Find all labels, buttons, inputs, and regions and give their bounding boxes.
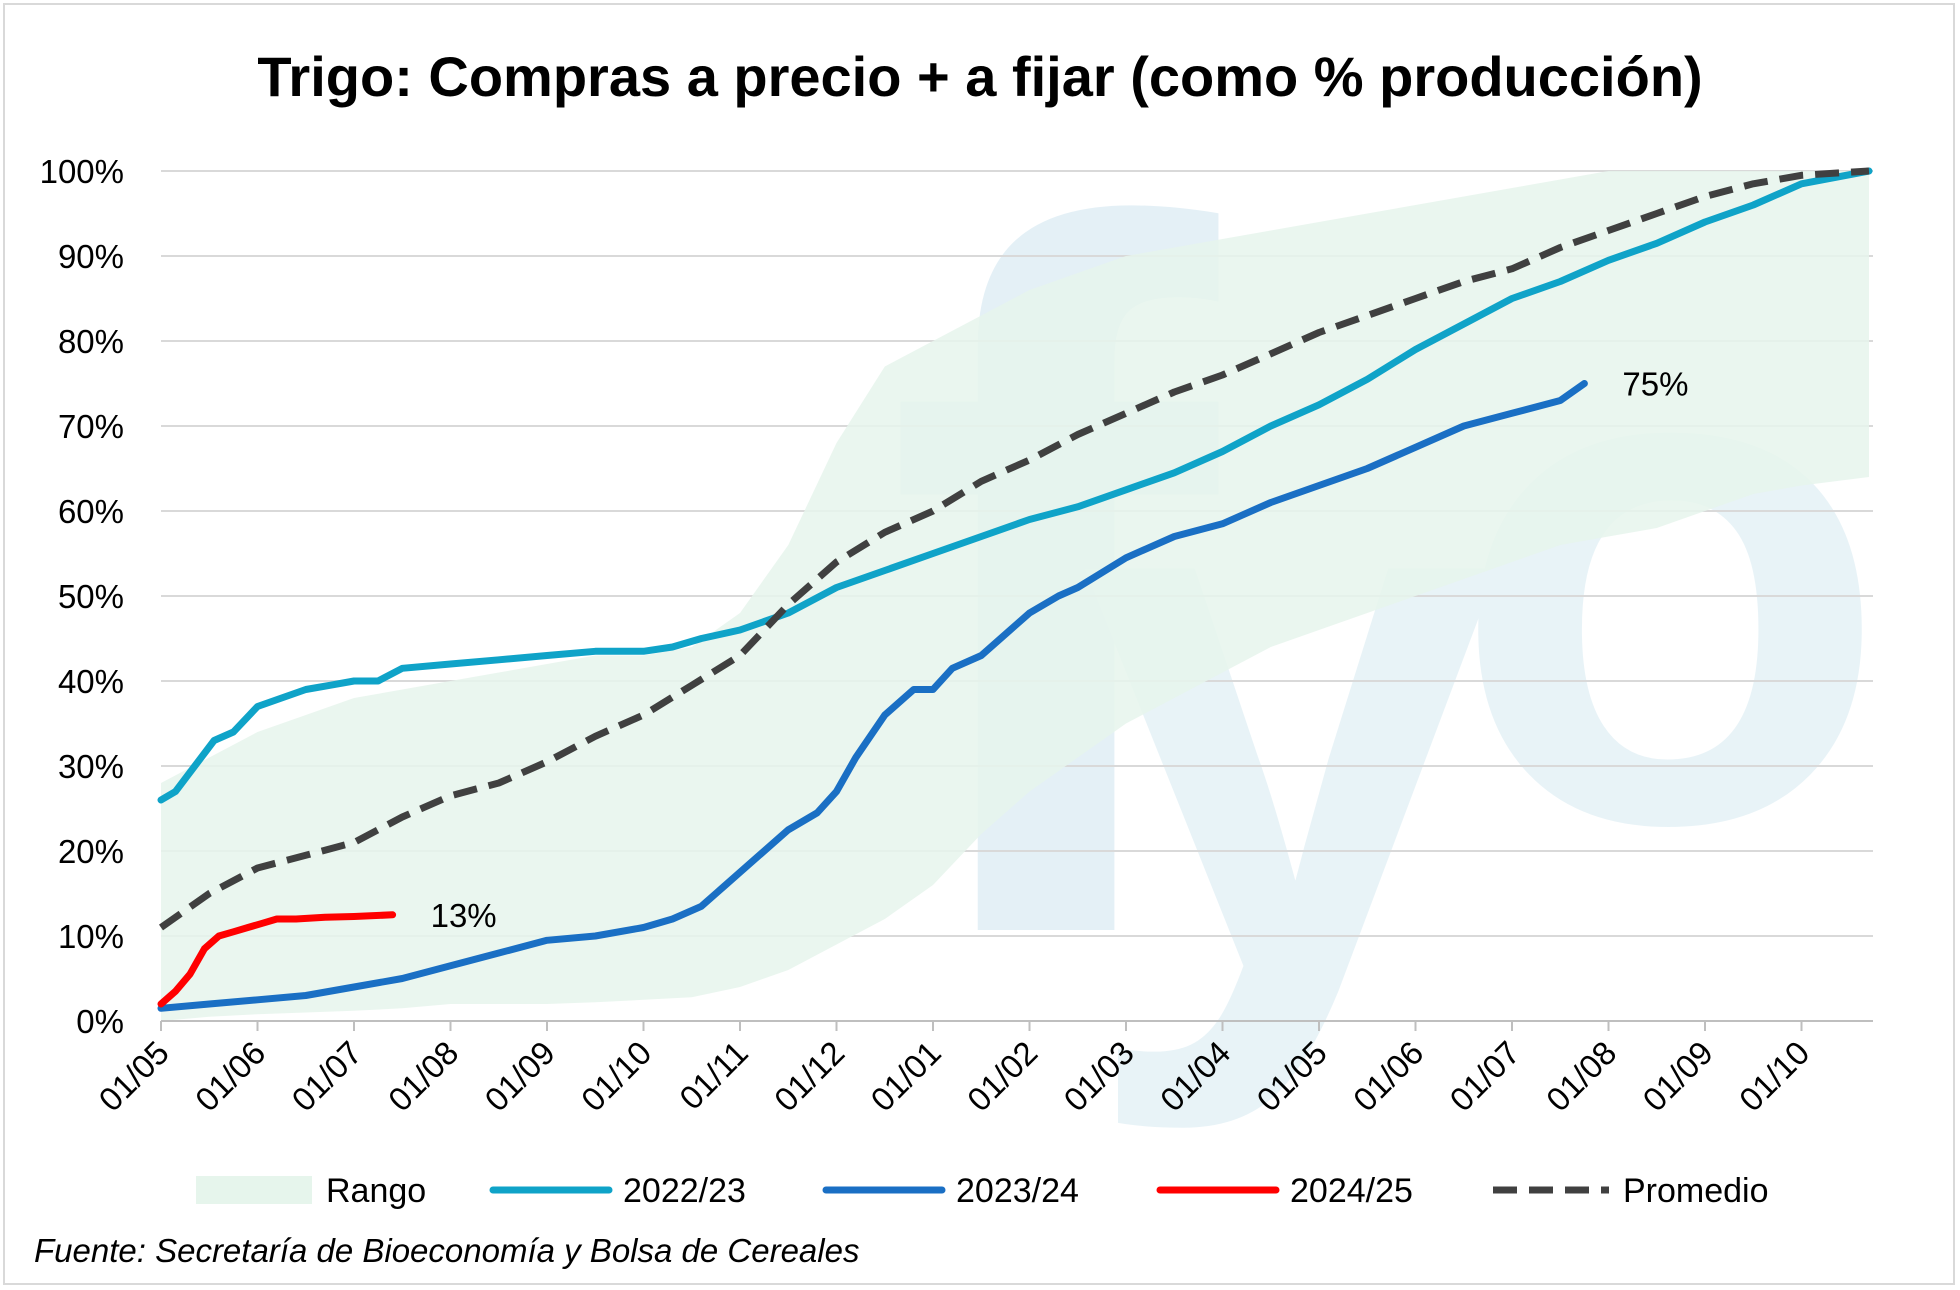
x-tick-label: 01/10 [1732,1034,1817,1119]
series-line-promedio [158,167,1870,931]
x-tick-label: 01/05 [91,1034,176,1119]
series-line-2024-25 [157,911,397,1008]
x-tick-label: 01/09 [1635,1034,1720,1119]
x-tick-label: 01/09 [477,1034,562,1119]
x-tick-label: 01/10 [574,1034,659,1119]
y-tick-label: 60% [58,493,124,530]
source-note: Fuente: Secretaría de Bioeconomía y Bols… [34,1232,860,1269]
y-tick-label: 30% [58,748,124,785]
legend-swatch [196,1176,312,1204]
legend-label: 2023/24 [956,1172,1079,1210]
x-tick-label: 01/06 [188,1034,273,1119]
data-label-2024-25: 13% [431,897,497,934]
y-tick-label: 50% [58,578,124,615]
x-tick-label: 01/08 [1539,1034,1624,1119]
y-tick-label: 70% [58,408,124,445]
legend-label: 2022/23 [623,1172,746,1210]
y-tick-label: 0% [76,1003,124,1040]
legend-item: 2022/23 [489,1172,746,1210]
chart-frame [3,3,1955,1285]
y-tick-label: 80% [58,323,124,360]
legend-item: Promedio [1493,1172,1769,1210]
x-tick-label: 01/07 [284,1034,369,1119]
y-tick-label: 20% [58,833,124,870]
data-label-2023-24: 75% [1622,366,1688,403]
legend-item: 2023/24 [822,1172,1079,1210]
y-tick-label: 100% [40,153,124,190]
y-tick-label: 10% [58,918,124,955]
series-line-2022-23 [157,167,1873,804]
series-line-2023-24 [157,380,1588,1012]
legend-label: Promedio [1623,1172,1769,1210]
x-tick-label: 01/11 [672,1034,755,1117]
legend-label: 2024/25 [1290,1172,1413,1210]
chart-title: Trigo: Compras a precio + a fijar (como … [257,45,1702,108]
y-tick-label: 40% [58,663,124,700]
y-tick-label: 90% [58,238,124,275]
range-band [161,171,1869,1021]
x-tick-label: 01/12 [767,1034,852,1119]
legend-item: Rango [196,1172,426,1210]
legend-label: Rango [326,1172,426,1210]
x-tick-label: 01/08 [381,1034,466,1119]
legend-item: 2024/25 [1156,1172,1413,1210]
